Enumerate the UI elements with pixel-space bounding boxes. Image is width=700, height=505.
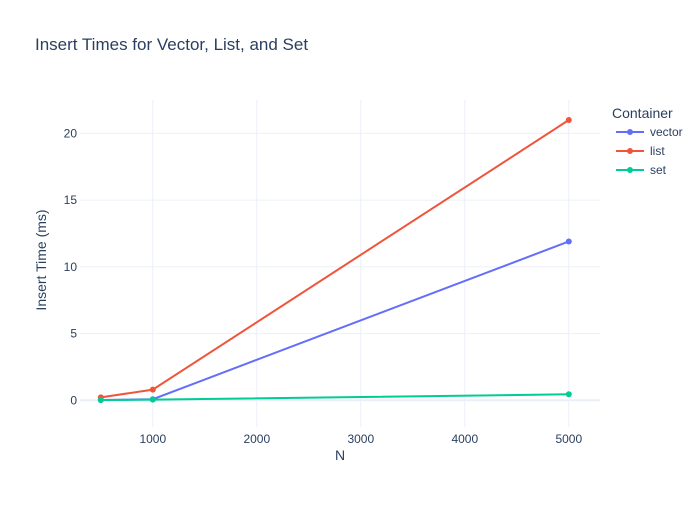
tick-layer: 1000 2000 3000 4000 5000 0 5 10 15 20 (64, 126, 583, 445)
legend-item-list[interactable]: list (616, 144, 665, 158)
series-set (97, 391, 572, 404)
y-tick-label: 10 (64, 260, 78, 274)
data-point-set (149, 396, 156, 403)
x-tick-label: 3000 (347, 432, 374, 446)
legend-title: Container (612, 105, 673, 121)
legend-swatch-marker (627, 129, 633, 135)
y-axis-label: Insert Time (ms) (33, 209, 49, 310)
data-point-list (149, 386, 156, 393)
data-point-set (97, 397, 104, 404)
x-tick-label: 5000 (555, 432, 582, 446)
data-point-vector (565, 238, 572, 245)
legend-swatch-marker (627, 167, 633, 173)
legend-label: vector (650, 125, 683, 139)
data-point-set (565, 391, 572, 398)
x-tick-label: 4000 (451, 432, 478, 446)
x-tick-label: 2000 (243, 432, 270, 446)
y-tick-label: 5 (70, 327, 77, 341)
y-tick-label: 20 (64, 126, 78, 140)
legend-label: list (650, 144, 665, 158)
legend-label: set (650, 163, 667, 177)
series-layer (97, 117, 572, 404)
data-point-list (565, 117, 572, 124)
legend-swatch-marker (627, 148, 633, 154)
x-axis-label: N (335, 447, 345, 463)
legend-item-vector[interactable]: vector (616, 125, 683, 139)
legend: vector list set (616, 125, 683, 177)
legend-item-set[interactable]: set (616, 163, 667, 177)
x-tick-label: 1000 (139, 432, 166, 446)
chart-title: Insert Times for Vector, List, and Set (35, 35, 308, 54)
y-tick-label: 15 (64, 193, 78, 207)
y-tick-label: 0 (70, 393, 77, 407)
